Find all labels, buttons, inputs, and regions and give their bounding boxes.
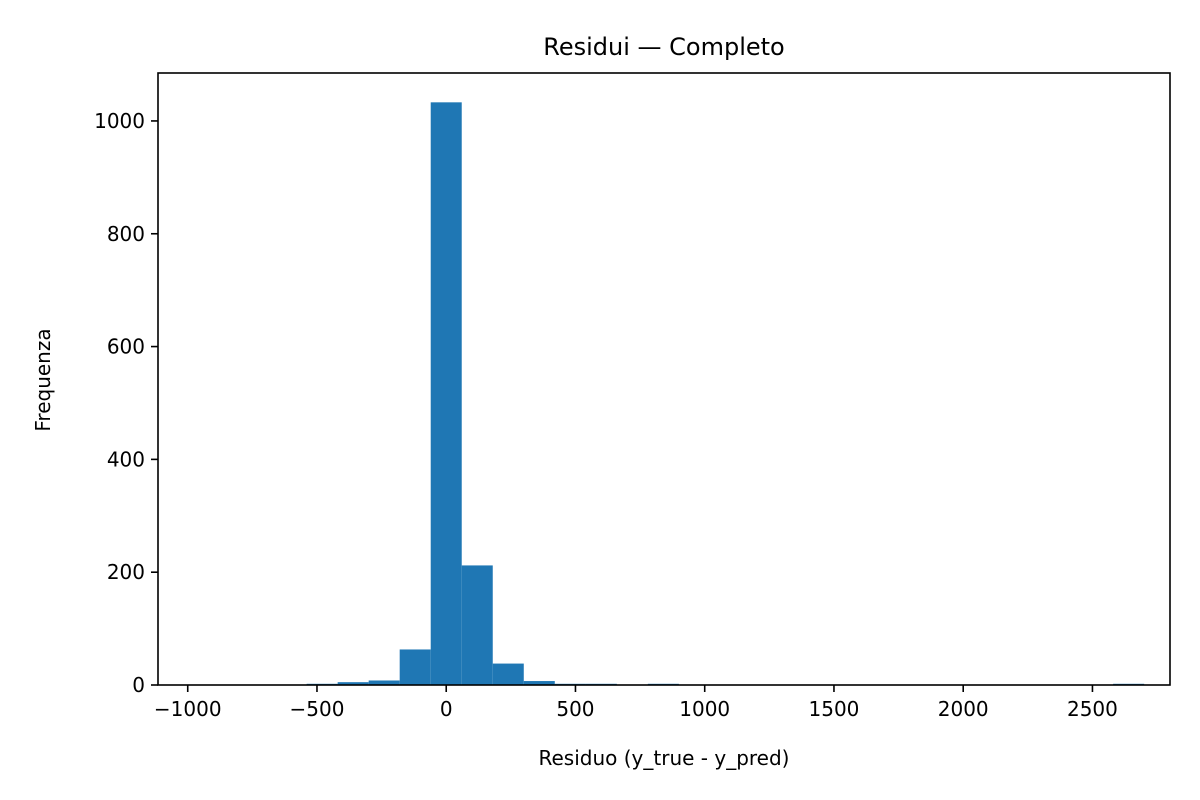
x-tick-label: −1000 <box>154 697 222 721</box>
y-tick-label: 1000 <box>94 109 145 133</box>
histogram-bar <box>430 102 462 686</box>
y-tick-label: 0 <box>132 673 145 697</box>
plot-area-frame <box>157 72 1171 686</box>
chart-title: Residui — Completo <box>543 33 785 61</box>
x-tick-label: 1000 <box>679 697 730 721</box>
x-tick-label: 0 <box>440 697 453 721</box>
x-axis-ticks: −1000 −500 0 500 1000 1500 2000 2500 <box>154 685 1118 721</box>
histogram-bar <box>368 680 400 685</box>
y-tick-label: 600 <box>107 335 145 359</box>
y-tick-label: 400 <box>107 447 145 471</box>
histogram-bar <box>399 649 431 685</box>
y-axis-label: Frequenza <box>31 328 55 431</box>
x-tick-label: 500 <box>556 697 594 721</box>
x-tick-label: −500 <box>290 697 345 721</box>
x-tick-label: 2500 <box>1067 697 1118 721</box>
histogram-bar <box>523 681 555 685</box>
histogram-bar <box>337 682 369 685</box>
y-axis-ticks: 0 200 400 600 800 1000 <box>94 109 158 697</box>
x-tick-label: 2000 <box>938 697 989 721</box>
x-axis-label: Residuo (y_true - y_pred) <box>539 746 790 770</box>
x-tick-label: 1500 <box>809 697 860 721</box>
y-tick-label: 800 <box>107 222 145 246</box>
histogram-bar <box>492 663 524 685</box>
y-tick-label: 200 <box>107 560 145 584</box>
histogram-bar <box>461 565 493 685</box>
